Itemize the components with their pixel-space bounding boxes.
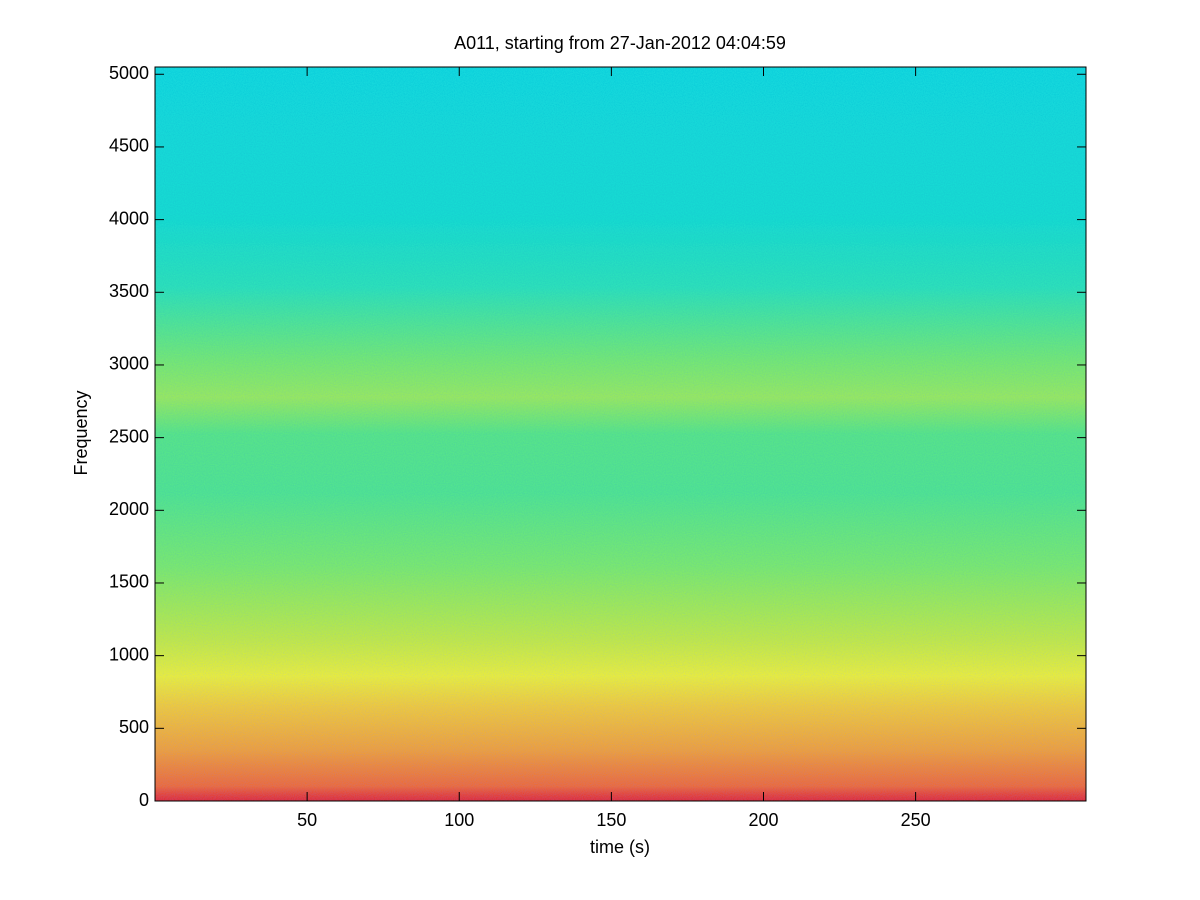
y-tick-label: 2500 [109,426,149,446]
y-tick-label: 3500 [109,281,149,301]
y-tick-label: 2000 [109,499,149,519]
x-tick-label: 250 [901,810,931,830]
y-tick-label: 1500 [109,572,149,592]
y-tick-label: 4000 [109,208,149,228]
y-tick-label: 1000 [109,644,149,664]
y-tick-label: 0 [139,790,149,810]
x-tick-label: 100 [444,810,474,830]
x-tick-label: 50 [297,810,317,830]
chart-title: A011, starting from 27-Jan-2012 04:04:59 [454,33,786,53]
y-tick-label: 3000 [109,354,149,374]
x-axis-label: time (s) [590,837,650,857]
y-tick-label: 5000 [109,63,149,83]
y-axis-label: Frequency [71,390,91,475]
x-tick-label: 200 [748,810,778,830]
spectrogram-texture [155,67,1086,801]
y-tick-label: 500 [119,717,149,737]
y-tick-label: 4500 [109,136,149,156]
x-tick-label: 150 [596,810,626,830]
plot-frame [154,66,1087,802]
